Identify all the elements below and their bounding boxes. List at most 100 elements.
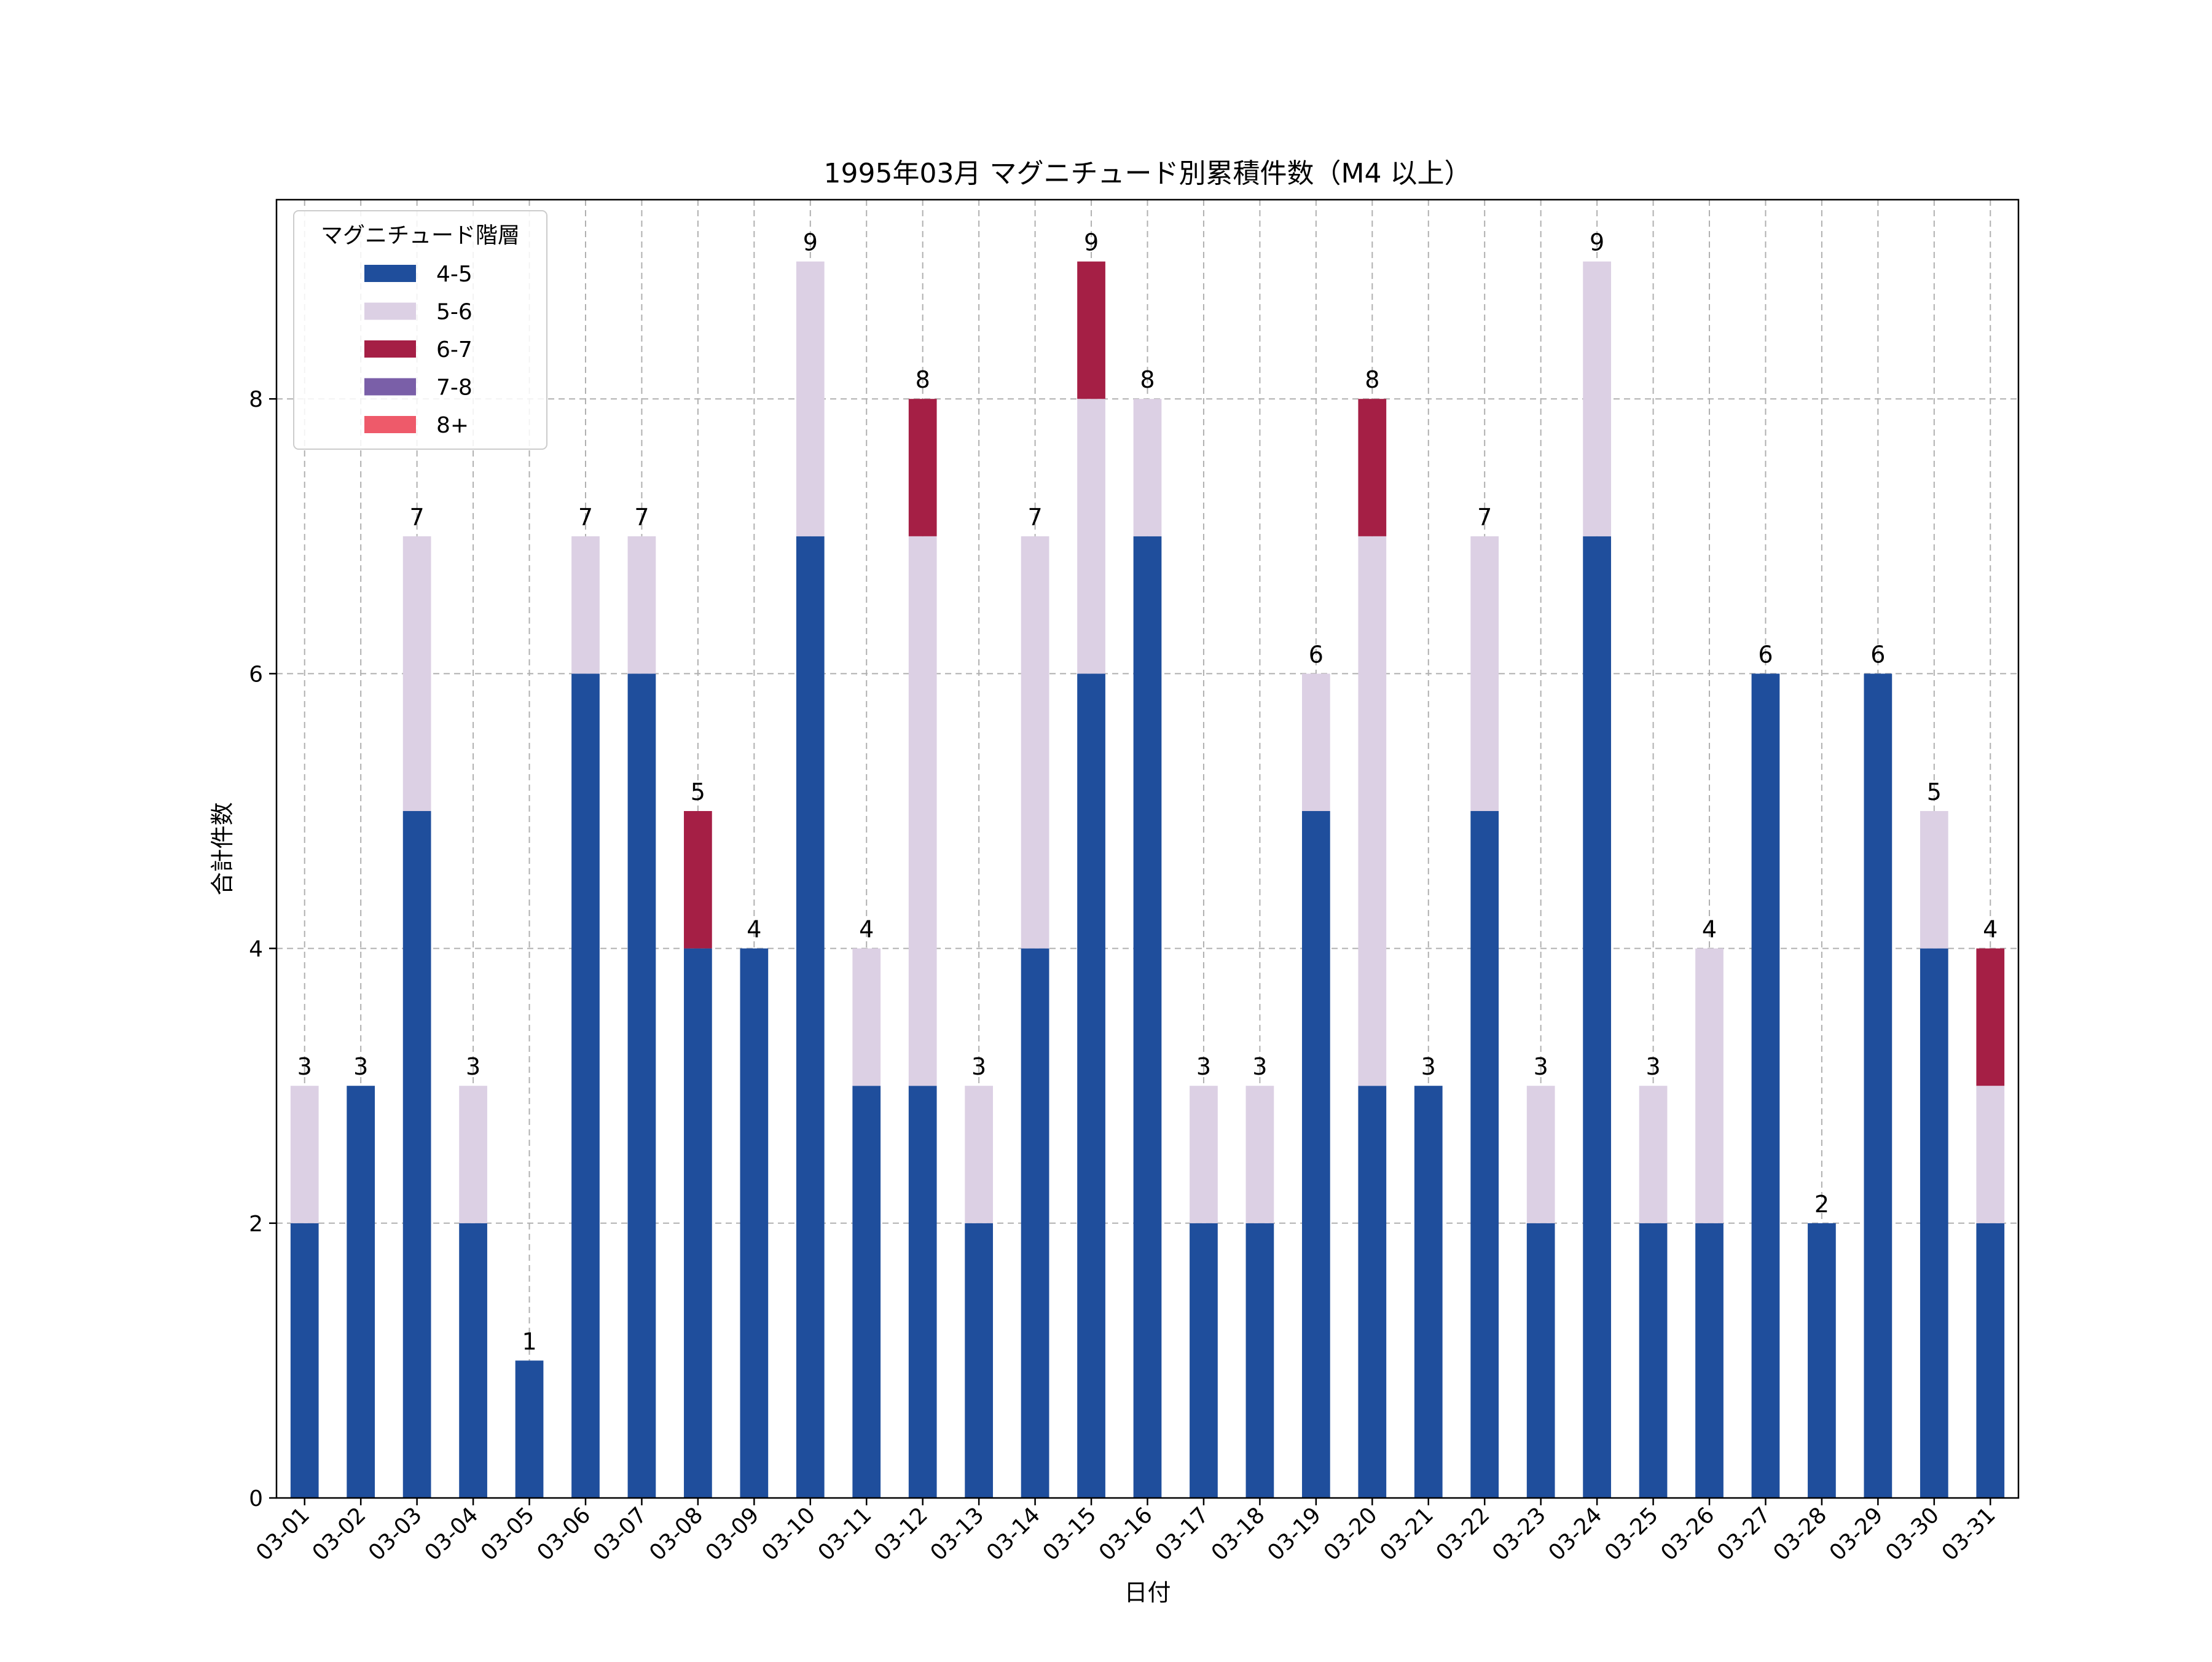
bar-segment (1639, 1086, 1668, 1223)
bar-segment (1864, 673, 1892, 1498)
x-tick-label: 03-20 (1319, 1502, 1382, 1566)
x-tick-label: 03-04 (420, 1502, 483, 1566)
x-tick-label: 03-11 (814, 1502, 877, 1566)
bar-total-label: 6 (1309, 641, 1324, 668)
bar-segment (1920, 811, 1948, 949)
bar-segment (908, 1086, 937, 1498)
bar-segment (1751, 673, 1780, 1498)
bar-segment (1583, 536, 1611, 1498)
bar-segment (459, 1223, 487, 1498)
legend-title: マグニチュード階層 (321, 223, 520, 248)
bar-segment (1976, 948, 2005, 1086)
bar-total-label: 4 (1983, 916, 1998, 943)
bar-total-label: 6 (1758, 641, 1773, 668)
bar-total-label: 5 (691, 778, 705, 806)
x-tick-label: 03-17 (1150, 1502, 1214, 1566)
x-tick-label: 03-28 (1768, 1502, 1832, 1566)
bar-segment (1470, 811, 1499, 1498)
bar-total-label: 3 (466, 1053, 480, 1080)
bar-total-label: 4 (1702, 916, 1717, 943)
legend-swatch (364, 416, 416, 433)
x-tick-label: 03-16 (1094, 1502, 1158, 1566)
bar-total-label: 3 (1421, 1053, 1436, 1080)
y-tick-label: 4 (249, 937, 263, 962)
bar-segment (965, 1086, 994, 1223)
bar-segment (1526, 1223, 1555, 1498)
bar-segment (571, 536, 600, 674)
x-tick-label: 03-21 (1375, 1502, 1438, 1566)
x-tick-label: 03-07 (589, 1502, 652, 1566)
bar-segment (908, 536, 937, 1086)
x-tick-label: 03-12 (869, 1502, 933, 1566)
legend-label: 5-6 (436, 300, 473, 325)
x-tick-label: 03-15 (1038, 1502, 1101, 1566)
bar-total-label: 7 (578, 504, 593, 531)
bar-segment (627, 673, 656, 1498)
bar-total-label: 3 (1534, 1053, 1548, 1080)
bar-segment (347, 1086, 375, 1498)
legend-swatch (364, 378, 416, 396)
x-tick-label: 03-29 (1825, 1502, 1888, 1566)
bar-segment (1077, 399, 1105, 674)
bar-segment (1695, 1223, 1724, 1498)
x-tick-label: 03-24 (1544, 1502, 1607, 1566)
y-tick-label: 6 (249, 662, 263, 687)
bar-segment (1358, 536, 1387, 1086)
bar-segment (1695, 948, 1724, 1223)
bar-total-label: 3 (971, 1053, 986, 1080)
bar-total-label: 3 (1645, 1053, 1660, 1080)
bar-total-label: 9 (1590, 229, 1604, 256)
bar-segment (1470, 536, 1499, 812)
bar-segment (1920, 948, 1948, 1498)
bar-total-label: 9 (1084, 229, 1099, 256)
bar-segment (1976, 1086, 2005, 1223)
bar-segment (796, 261, 825, 536)
bar-total-label: 4 (747, 916, 761, 943)
bar-segment (1021, 948, 1049, 1498)
x-tick-label: 03-05 (476, 1502, 539, 1566)
bar-segment (1414, 1086, 1443, 1498)
x-tick-label: 03-03 (364, 1502, 427, 1566)
bar-total-label: 8 (916, 366, 930, 393)
bar-total-label: 8 (1140, 366, 1155, 393)
bar-total-label: 4 (859, 916, 874, 943)
data-labels-layer: 3 3 7 3 1 7 7 5 4 9 4 8 3 7 9 8 3 3 6 8 3 7 3 9 3 4 6 2 6 5 4 (297, 229, 1998, 1355)
bar-segment (796, 536, 825, 1498)
bar-segment (908, 399, 937, 536)
bar-total-label: 5 (1927, 778, 1942, 806)
legend-label: 8+ (436, 413, 469, 438)
x-tick-label: 03-22 (1432, 1502, 1495, 1566)
x-tick-label: 03-26 (1656, 1502, 1719, 1566)
x-tick-label: 03-30 (1881, 1502, 1944, 1566)
bar-total-label: 6 (1870, 641, 1885, 668)
bar-total-label: 3 (1196, 1053, 1211, 1080)
bar-segment (1808, 1223, 1836, 1498)
x-tick-label: 03-31 (1937, 1502, 2001, 1566)
bar-segment (571, 673, 600, 1498)
bar-total-label: 7 (410, 504, 425, 531)
bar-segment (1133, 536, 1162, 1498)
bar-segment (684, 811, 712, 949)
x-tick-label: 03-08 (645, 1502, 708, 1566)
bar-segment (1526, 1086, 1555, 1223)
x-tick-label: 03-10 (757, 1502, 820, 1566)
legend-frame (293, 210, 547, 450)
legend-label: 6-7 (436, 337, 473, 363)
x-tick-label: 03-27 (1712, 1502, 1776, 1566)
legend-label: 4-5 (436, 262, 473, 287)
legend: マグニチュード階層 4-5 5-6 6-7 7-8 8+ (293, 210, 547, 450)
bar-segment (1245, 1086, 1274, 1223)
x-tick-label: 03-09 (701, 1502, 764, 1566)
y-tick-label: 8 (249, 387, 263, 412)
bar-segment (627, 536, 656, 674)
x-tick-label: 03-14 (982, 1502, 1045, 1566)
bar-segment (1639, 1223, 1668, 1498)
bar-segment (402, 536, 431, 812)
legend-label: 7-8 (436, 375, 473, 401)
bar-segment (402, 811, 431, 1498)
bar-segment (1358, 1086, 1387, 1498)
bar-total-label: 2 (1814, 1191, 1829, 1218)
bar-segment (684, 948, 712, 1498)
